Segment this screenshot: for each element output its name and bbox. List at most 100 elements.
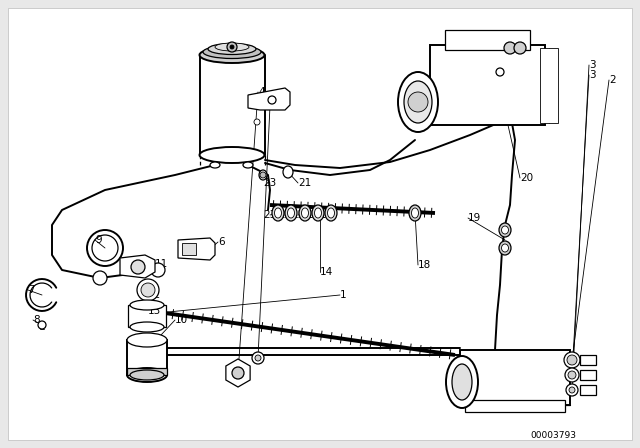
Circle shape xyxy=(151,263,165,277)
Text: 20: 20 xyxy=(520,173,533,183)
Circle shape xyxy=(568,371,576,379)
Bar xyxy=(580,355,596,365)
Polygon shape xyxy=(226,359,250,387)
Polygon shape xyxy=(178,238,215,260)
Ellipse shape xyxy=(325,205,337,221)
Circle shape xyxy=(260,172,266,178)
Text: 4: 4 xyxy=(258,87,264,97)
Ellipse shape xyxy=(127,333,167,347)
Text: 9: 9 xyxy=(95,235,102,245)
Circle shape xyxy=(137,279,159,301)
Text: 13: 13 xyxy=(148,306,161,316)
Text: 15: 15 xyxy=(291,210,305,220)
Ellipse shape xyxy=(398,72,438,132)
Text: 3: 3 xyxy=(589,70,596,80)
Ellipse shape xyxy=(259,170,267,180)
Ellipse shape xyxy=(283,166,293,178)
Circle shape xyxy=(569,387,575,393)
Circle shape xyxy=(141,283,155,297)
Bar xyxy=(580,385,596,395)
Ellipse shape xyxy=(127,368,167,382)
Ellipse shape xyxy=(409,205,421,221)
Ellipse shape xyxy=(404,81,432,123)
Text: 18: 18 xyxy=(418,260,431,270)
Circle shape xyxy=(254,119,260,125)
Text: 19: 19 xyxy=(468,213,481,223)
Circle shape xyxy=(564,352,580,368)
Ellipse shape xyxy=(328,208,335,218)
Bar xyxy=(182,243,196,255)
Bar xyxy=(445,30,530,50)
Bar xyxy=(460,350,570,405)
Ellipse shape xyxy=(130,370,164,380)
Text: 22: 22 xyxy=(278,210,292,220)
Text: 11: 11 xyxy=(155,259,168,269)
Circle shape xyxy=(93,271,107,285)
Ellipse shape xyxy=(130,300,164,310)
Polygon shape xyxy=(120,255,155,278)
Bar xyxy=(465,400,565,412)
Ellipse shape xyxy=(200,147,264,163)
Bar xyxy=(580,370,596,380)
Ellipse shape xyxy=(499,223,511,237)
Ellipse shape xyxy=(285,205,297,221)
Circle shape xyxy=(504,42,516,54)
Bar xyxy=(127,368,167,375)
Ellipse shape xyxy=(208,43,256,55)
Ellipse shape xyxy=(272,205,284,221)
Bar xyxy=(127,340,167,375)
Circle shape xyxy=(131,260,145,274)
Text: 23: 23 xyxy=(264,178,276,188)
Ellipse shape xyxy=(314,208,321,218)
Ellipse shape xyxy=(210,162,220,168)
Ellipse shape xyxy=(299,205,311,221)
Text: 6: 6 xyxy=(218,237,225,247)
Circle shape xyxy=(255,355,261,361)
Text: 7: 7 xyxy=(28,285,35,295)
Ellipse shape xyxy=(243,162,253,168)
Ellipse shape xyxy=(446,356,478,408)
Text: 2: 2 xyxy=(609,75,616,85)
Bar xyxy=(430,45,545,125)
Circle shape xyxy=(567,355,577,365)
Text: 21: 21 xyxy=(298,178,311,188)
Bar xyxy=(128,305,166,327)
Text: 1: 1 xyxy=(340,290,347,300)
Bar xyxy=(540,48,558,123)
Ellipse shape xyxy=(287,208,294,218)
Text: 17: 17 xyxy=(319,210,333,220)
Text: 23: 23 xyxy=(264,210,276,220)
Text: 5: 5 xyxy=(270,101,276,111)
Text: 12: 12 xyxy=(148,290,161,300)
Ellipse shape xyxy=(130,322,164,332)
Circle shape xyxy=(514,42,526,54)
Text: 00003793: 00003793 xyxy=(530,431,576,439)
Ellipse shape xyxy=(203,46,261,59)
Circle shape xyxy=(565,368,579,382)
Circle shape xyxy=(566,384,578,396)
Polygon shape xyxy=(248,88,290,110)
Circle shape xyxy=(252,352,264,364)
Circle shape xyxy=(408,92,428,112)
Ellipse shape xyxy=(412,208,419,218)
Text: 3: 3 xyxy=(589,60,596,70)
Text: 16: 16 xyxy=(307,210,319,220)
Ellipse shape xyxy=(200,47,264,63)
Ellipse shape xyxy=(499,241,511,255)
Text: 10: 10 xyxy=(175,315,188,325)
Ellipse shape xyxy=(312,205,324,221)
Ellipse shape xyxy=(301,208,308,218)
Text: 14: 14 xyxy=(320,267,333,277)
Circle shape xyxy=(268,96,276,104)
Ellipse shape xyxy=(502,226,509,234)
Circle shape xyxy=(496,68,504,76)
Ellipse shape xyxy=(275,208,282,218)
Circle shape xyxy=(230,45,234,49)
Text: 8: 8 xyxy=(33,315,40,325)
Ellipse shape xyxy=(215,43,249,51)
Circle shape xyxy=(38,321,46,329)
Ellipse shape xyxy=(452,364,472,400)
Circle shape xyxy=(232,367,244,379)
Circle shape xyxy=(227,42,237,52)
Ellipse shape xyxy=(230,363,246,383)
